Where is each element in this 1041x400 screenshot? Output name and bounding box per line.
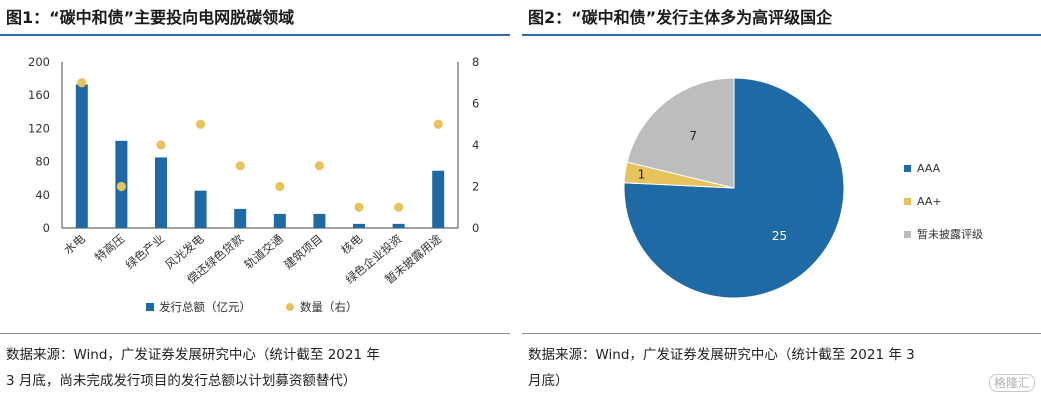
- count-dot-5: [235, 161, 245, 171]
- count-dot-2: [116, 181, 126, 192]
- x-tick-label: 核电: [338, 231, 365, 257]
- count-dot-6: [275, 181, 285, 192]
- pie-data-label: 1: [638, 168, 646, 182]
- bar-4: [194, 190, 207, 228]
- y-left-tick-label: 40: [35, 188, 50, 202]
- title-rule: [522, 34, 1041, 36]
- source-rule: [522, 333, 1041, 334]
- bar-8: [353, 223, 365, 228]
- right-chart-panel: 图2：“碳中和债”发行主体多为高评级国企 25 1 7 AAA AA+ 暂未披露评级 数据…: [522, 0, 1041, 400]
- x-tick-label: 绿色产业: [123, 232, 167, 272]
- count-dot-10: [433, 119, 443, 129]
- legend-swatch-3: [904, 231, 911, 238]
- legend-dot-swatch: [286, 303, 294, 311]
- y-left-tick-label: 200: [28, 55, 50, 69]
- y-right-tick-label: 2: [472, 180, 479, 194]
- bar-7: [313, 213, 326, 228]
- legend-dot-label: 数量（右）: [300, 300, 358, 314]
- y-left-tick-label: 80: [35, 155, 50, 169]
- count-dot-7: [314, 161, 324, 171]
- left-chart-panel: 图1：“碳中和债”主要投向电网脱碳领域 0 40 80 120 160 200 0 2 4 6 8 水…: [0, 0, 510, 400]
- watermark-logo: 格隆汇: [988, 374, 1035, 392]
- x-tick-label: 轨道交通: [241, 231, 286, 272]
- pie-slice-3: [626, 77, 735, 189]
- left-source-line-1: 数据来源：Wind，广发证券发展研究中心（统计截至 2021 年: [6, 347, 380, 363]
- left-source-note: 数据来源：Wind，广发证券发展研究中心（统计截至 2021 年 3 月底，尚未…: [6, 342, 380, 394]
- right-chart-title: 图2：“碳中和债”发行主体多为高评级国企: [528, 8, 833, 27]
- right-source-note: 数据来源：Wind，广发证券发展研究中心（统计截至 2021 年 3 月底）: [528, 342, 915, 394]
- legend-label: 暂未披露评级: [917, 227, 983, 241]
- pie-chart: 25 1 7 AAA AA+ 暂未披露评级: [623, 77, 983, 299]
- y-right-tick-label: 6: [472, 97, 479, 111]
- y-right-tick-label: 8: [472, 55, 479, 69]
- x-tick-label: 水电: [61, 231, 88, 257]
- y-right-tick-label: 0: [472, 221, 479, 235]
- count-dot-9: [394, 202, 404, 212]
- bar-1: [75, 84, 88, 228]
- y-right-tick-label: 4: [472, 138, 479, 152]
- count-dot-3: [156, 140, 166, 150]
- legend-swatch-1: [904, 165, 911, 172]
- y-left-tick-label: 0: [43, 221, 50, 235]
- count-dot-4: [196, 119, 206, 129]
- legend-swatch-2: [904, 198, 911, 205]
- left-source-line-2: 3 月底，尚未完成发行项目的发行总额以计划募资额替代）: [6, 373, 357, 389]
- legend-bar-swatch: [146, 303, 154, 311]
- count-dot-8: [354, 202, 364, 212]
- bar-6: [273, 213, 286, 228]
- pie-data-label: 25: [772, 229, 787, 243]
- title-rule: [0, 34, 510, 36]
- bar-5: [234, 208, 247, 228]
- right-source-line-1: 数据来源：Wind，广发证券发展研究中心（统计截至 2021 年 3: [528, 347, 915, 363]
- bar-10: [432, 170, 445, 228]
- legend-label: AA+: [917, 195, 942, 208]
- source-rule: [0, 333, 510, 334]
- legend-bar-label: 发行总额（亿元）: [159, 300, 251, 314]
- legend-label: AAA: [917, 162, 941, 175]
- pie-data-label: 7: [689, 129, 697, 143]
- left-chart-title: 图1：“碳中和债”主要投向电网脱碳领域: [6, 8, 295, 27]
- x-tick-label: 建筑项目: [281, 232, 325, 272]
- y-left-tick-label: 120: [28, 121, 50, 135]
- count-dot-1: [77, 78, 87, 88]
- y-left-tick-label: 160: [28, 88, 50, 102]
- bar-9: [392, 223, 405, 228]
- x-tick-label: 特高压: [92, 232, 127, 265]
- right-source-line-2: 月底）: [528, 373, 569, 389]
- bar-3: [155, 157, 167, 228]
